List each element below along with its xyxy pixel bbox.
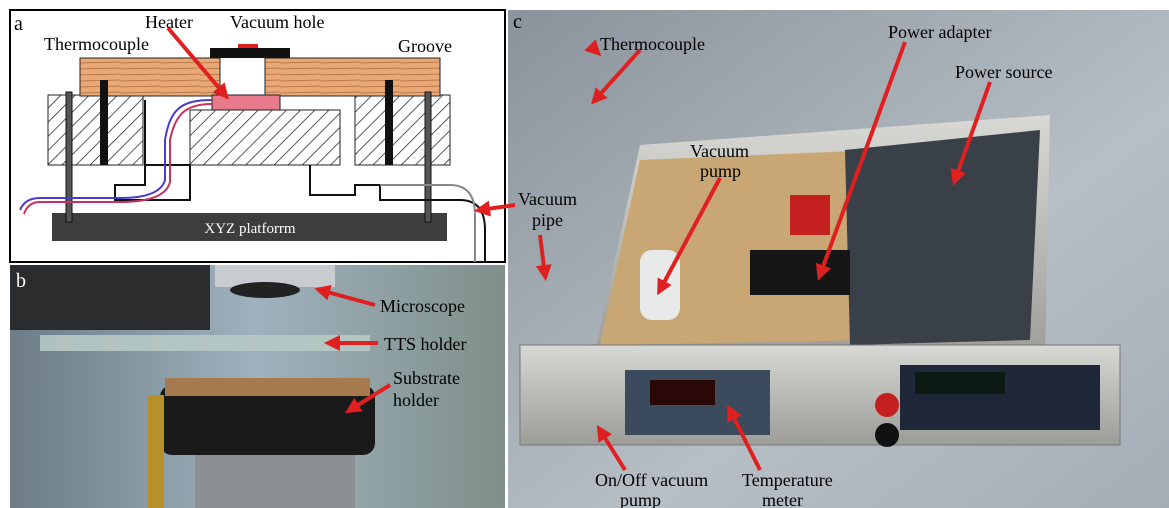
figure: a Heater Vacuum hole Thermocouple Groove… [0,0,1169,508]
annotation: Vacuum [690,141,749,161]
annotation: Vacuum hole [230,12,324,32]
annotation: pump [700,161,741,181]
panel-label: b [16,270,26,292]
annotation: Temperature [742,470,833,490]
annotation: pump [620,490,661,508]
panel-b: b Microscope TTS holder Substrate holder [10,265,505,508]
annotation: TTS holder [384,334,467,354]
annotation: Groove [398,36,452,56]
annotation: Vacuum [518,189,577,209]
annotation: pipe [532,210,563,230]
annotation: Substrate [393,368,460,388]
annotation: meter [762,490,803,508]
annotation: XYZ platforrm [204,221,296,237]
panel-label: c [513,11,522,33]
annotation: Power adapter [888,22,991,42]
annotation: Microscope [380,296,465,316]
annotation: Thermocouple [44,34,149,54]
annotation: Heater [145,12,193,32]
panel-c: c Thermocouple Power adapter Power sourc… [480,10,1169,508]
panel-label: a [14,13,23,35]
panel-a: a Heater Vacuum hole Thermocouple Groove… [10,10,505,262]
annotation: Thermocouple [600,34,705,54]
annotation: Power source [955,62,1052,82]
annotation: holder [393,390,439,410]
annotation: On/Off vacuum [595,470,708,490]
